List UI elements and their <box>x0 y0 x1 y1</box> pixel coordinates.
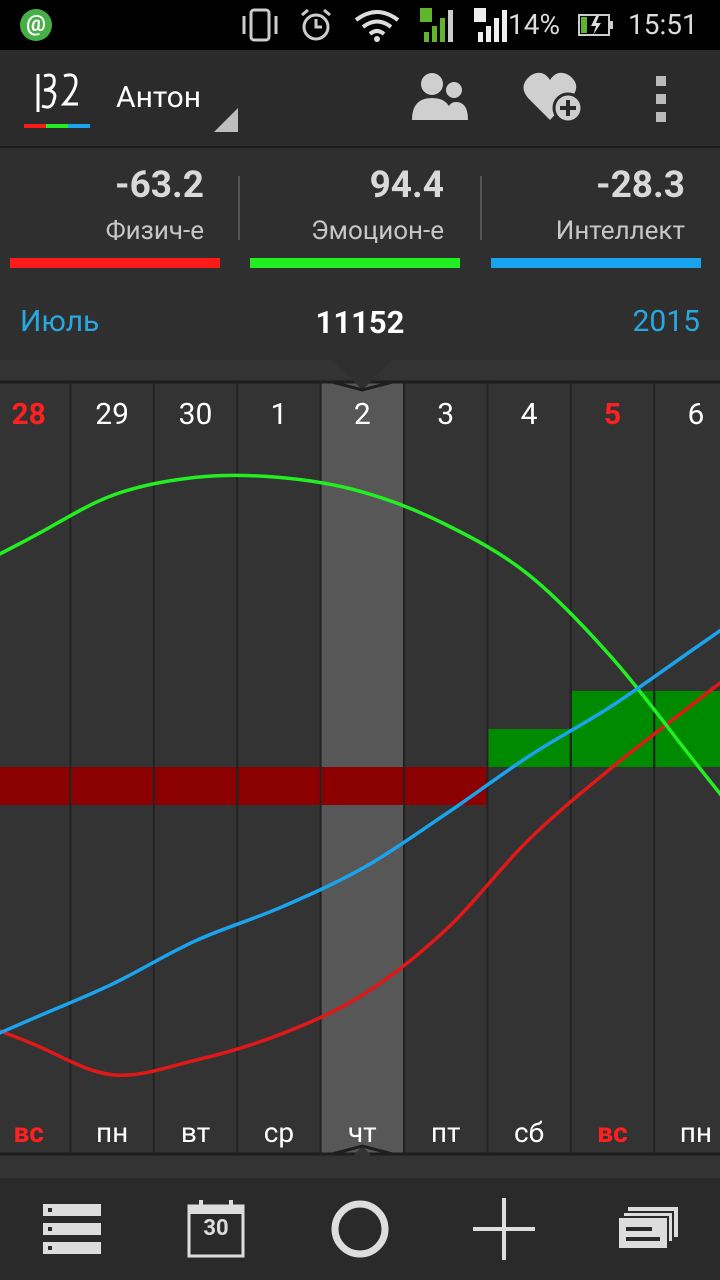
divider <box>238 176 240 240</box>
weekday-label: чт <box>348 1116 377 1149</box>
circle-icon <box>331 1200 389 1258</box>
date-label: 6 <box>687 397 704 432</box>
battery-icon <box>578 14 613 36</box>
selection-pointer-bottom <box>332 1146 393 1178</box>
summary-bar <box>488 729 570 767</box>
add-button[interactable] <box>432 1178 576 1280</box>
weekday-label: вс <box>13 1116 43 1149</box>
signal-sim2-icon <box>474 8 507 42</box>
weekday-label: пн <box>96 1116 128 1149</box>
weekday-label: пн <box>680 1116 712 1149</box>
curve-Эмоцион-е <box>0 473 720 797</box>
summary-bar <box>405 767 487 805</box>
clock: 15:51 <box>628 8 698 41</box>
list-icon <box>43 1204 101 1254</box>
month-label[interactable]: Июль <box>20 304 100 339</box>
stat-color-bar <box>250 258 460 268</box>
date-label: 1 <box>270 397 287 432</box>
date-label: 28 <box>11 397 45 432</box>
action-bar: Антон <box>0 50 720 148</box>
divider <box>480 176 482 240</box>
wifi-icon <box>354 10 400 42</box>
selection-pointer-top-outline <box>331 380 393 392</box>
weekday-label: вт <box>181 1116 210 1149</box>
overflow-menu-icon[interactable] <box>654 76 670 122</box>
weekday-label: пт <box>431 1116 461 1149</box>
summary-bar <box>0 767 70 805</box>
calendar-icon <box>187 1200 245 1258</box>
date-label: 2 <box>354 397 371 432</box>
today-button[interactable] <box>288 1178 432 1280</box>
date-label: 30 <box>179 397 213 432</box>
year-label[interactable]: 2015 <box>632 304 700 339</box>
stat-label: Физич-е <box>105 216 204 246</box>
weekday-label: сб <box>514 1116 544 1149</box>
stat-color-bar <box>491 258 701 268</box>
alarm-icon <box>301 8 331 41</box>
biorhythm-logo-icon[interactable] <box>24 68 90 130</box>
status-bar: 14% 15:51 <box>0 0 720 50</box>
summary-bar <box>154 767 237 805</box>
stat-value: -63.2 <box>115 164 204 207</box>
days-lived-count: 11152 <box>315 304 405 341</box>
date-label: 4 <box>521 397 538 432</box>
signal-sim1-icon <box>420 8 453 42</box>
stat-label: Интеллект <box>555 216 685 246</box>
notes-button[interactable] <box>576 1178 720 1280</box>
add-icon <box>473 1198 535 1260</box>
stat-intellectual[interactable]: -28.3 Интеллект <box>481 148 701 288</box>
curve-Физич-е <box>0 680 720 1077</box>
stat-value: -28.3 <box>596 164 685 207</box>
profile-name[interactable]: Антон <box>116 80 202 115</box>
stat-physical[interactable]: -63.2 Физич-е <box>0 148 220 288</box>
stat-label: Эмоцион-е <box>311 216 444 246</box>
stat-value: 94.4 <box>369 164 444 207</box>
summary-bar <box>71 767 153 805</box>
date-label: 5 <box>604 397 621 432</box>
summary-bar <box>238 767 320 805</box>
status-icons <box>240 8 510 42</box>
people-icon[interactable] <box>410 70 470 126</box>
date-header: Июль 11152 2015 <box>0 288 720 360</box>
bottom-toolbar: 30 <box>0 1178 720 1280</box>
stat-emotional[interactable]: 94.4 Эмоцион-е <box>240 148 460 288</box>
biorhythm-chart-svg[interactable]: 28 вс 29 пн 30 вт 1 ср 2 чт 3 пт 4 сб 5 вс 6 пн <box>0 360 720 1178</box>
curve-Интеллект <box>0 628 720 1035</box>
weekday-label: ср <box>264 1116 294 1149</box>
date-label: 29 <box>95 397 129 432</box>
summary-bar <box>321 767 403 805</box>
date-label: 3 <box>437 397 454 432</box>
calendar-day-number: 30 <box>203 1216 229 1241</box>
calendar-button[interactable]: 30 <box>144 1178 288 1280</box>
heart-add-icon[interactable] <box>522 70 584 126</box>
selection-pointer-top <box>332 360 393 390</box>
stat-color-bar <box>10 258 220 268</box>
selection-pointer-bottom-outline <box>331 1144 393 1156</box>
list-button[interactable] <box>0 1178 144 1280</box>
weekday-label: вс <box>597 1116 627 1149</box>
biorhythm-chart[interactable]: 28 вс 29 пн 30 вт 1 ср 2 чт 3 пт 4 сб 5 вс 6 пн <box>0 360 720 1178</box>
notes-icon <box>618 1207 678 1250</box>
profile-dropdown-icon[interactable] <box>214 108 238 132</box>
battery-percent: 14% <box>508 8 560 41</box>
vibrate-icon <box>242 8 278 42</box>
summary-bar <box>571 691 654 767</box>
biorhythm-stats: -63.2 Физич-е 94.4 Эмоцион-е -28.3 Интел… <box>0 148 720 288</box>
app-notification-icon <box>20 9 52 41</box>
